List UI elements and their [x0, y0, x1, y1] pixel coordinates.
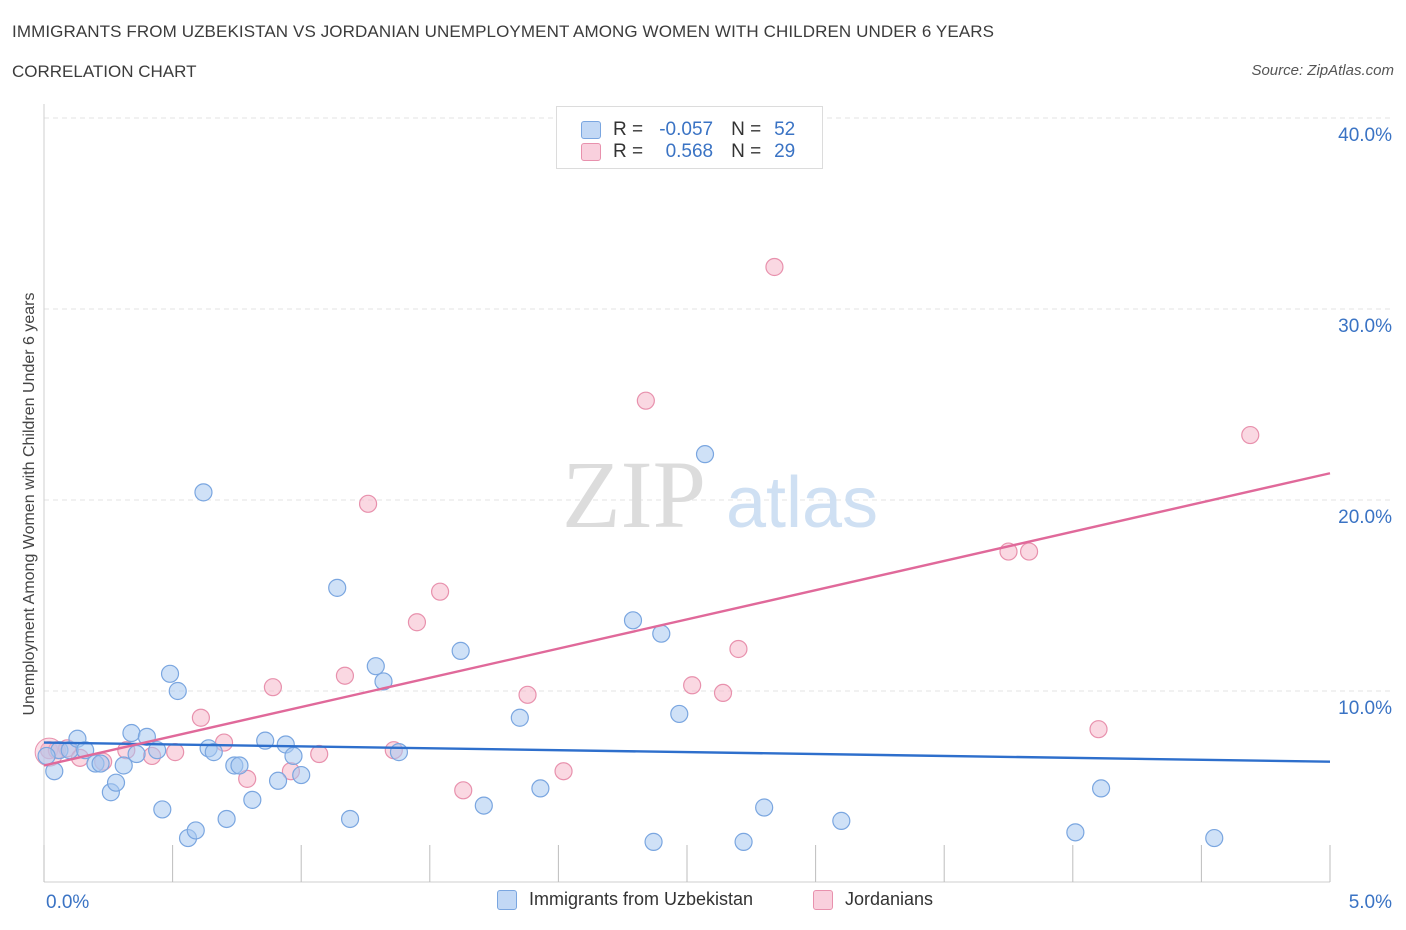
uzbekistan-points	[37, 445, 1224, 851]
watermark: ZIP atlas	[562, 441, 878, 548]
uzbekistan-point	[374, 672, 393, 691]
jordanians-point	[263, 678, 283, 697]
uzbekistan-point	[268, 771, 288, 790]
uzbekistan-point	[168, 681, 187, 701]
jordanians-trend-line	[43, 472, 1331, 767]
uzbekistan-point	[670, 704, 689, 724]
jordanians-point	[1241, 425, 1260, 445]
chart-subtitle: CORRELATION CHART	[12, 62, 197, 81]
trend-lines	[43, 472, 1331, 767]
jordanians-point	[358, 494, 378, 513]
x-tick-label: 0.0%	[46, 892, 89, 913]
stats-swatch-jordanians	[581, 143, 601, 161]
stats-r-label: R =	[613, 119, 644, 140]
stats-r-value: 0.568	[665, 141, 714, 162]
y-tick-label: 40.0%	[1338, 125, 1392, 146]
uzbekistan-point	[91, 754, 110, 773]
uzbekistan-point	[623, 611, 643, 630]
jordanians-point	[166, 743, 185, 762]
stats-swatch-uzbekistan	[581, 121, 601, 139]
jordanians-point	[310, 744, 329, 764]
jordanians-point	[683, 676, 702, 695]
uzbekistan-point	[1205, 828, 1224, 848]
uzbekistan-point	[292, 765, 311, 785]
watermark-zip: ZIP	[562, 441, 706, 548]
grid-lines	[44, 117, 1392, 692]
uzbekistan-point	[510, 708, 529, 727]
jordanians-point	[407, 613, 427, 632]
jordanians-point	[454, 781, 473, 800]
legend-swatch-jordanians	[813, 889, 833, 910]
y-tick-label: 10.0%	[1338, 698, 1392, 719]
uzbekistan-point	[755, 798, 774, 817]
y-tick-label: 30.0%	[1338, 316, 1392, 337]
stats-r-label: R =	[613, 141, 644, 162]
uzbekistan-trend-line	[43, 741, 1331, 763]
jordanians-point	[518, 685, 537, 704]
y-axis-label: Unemployment Among Women with Children U…	[21, 292, 38, 716]
uzbekistan-point	[186, 821, 205, 840]
jordanians-point	[636, 391, 655, 410]
chart-title: IMMIGRANTS FROM UZBEKISTAN VS JORDANIAN …	[12, 22, 995, 41]
jordanians-point	[729, 639, 748, 659]
uzbekistan-point	[148, 741, 167, 760]
stats-row-uzbekistan: R = -0.057 N = 52	[581, 118, 795, 142]
uzbekistan-point	[451, 641, 470, 660]
uzbekistan-point	[644, 832, 663, 851]
uzbekistan-point	[122, 723, 141, 743]
tick-labels: 10.0% 20.0% 30.0% 40.0% 0.0% 5.0%	[46, 125, 1392, 913]
stats-n-value: 52	[774, 119, 796, 140]
legend-label-uzbekistan: Immigrants from Uzbekistan	[529, 889, 754, 909]
jordanians-point	[191, 708, 210, 727]
uzbekistan-point	[366, 657, 385, 676]
uzbekistan-point	[474, 796, 493, 815]
jordanians-point	[238, 769, 257, 788]
uzbekistan-point	[832, 811, 851, 830]
uzbekistan-point	[217, 809, 236, 829]
uzbekistan-point	[284, 746, 303, 766]
stats-n-label: N =	[731, 141, 762, 162]
uzbekistan-point	[204, 743, 223, 762]
y-tick-label: 20.0%	[1338, 507, 1392, 528]
uzbekistan-point	[531, 779, 550, 798]
uzbekistan-point	[194, 483, 213, 502]
uzbekistan-point	[1066, 823, 1085, 842]
jordanians-point	[713, 683, 733, 703]
watermark-atlas: atlas	[726, 463, 878, 543]
legend-item-uzbekistan[interactable]: Immigrants from Uzbekistan	[497, 889, 753, 910]
jordanians-point	[1089, 720, 1108, 739]
stats-n-value: 29	[774, 141, 796, 162]
stats-row-jordanians: R = 0.568 N = 29	[581, 140, 795, 164]
uzbekistan-point	[1091, 779, 1111, 798]
jordanians-point	[765, 257, 784, 277]
uzbekistan-point	[340, 809, 360, 829]
correlation-stats-box: R = -0.057 N = 52 R = 0.568 N = 29	[556, 106, 823, 169]
uzbekistan-point	[695, 445, 715, 464]
legend-swatch-uzbekistan	[497, 889, 517, 910]
uzbekistan-point	[127, 744, 146, 764]
uzbekistan-point	[243, 790, 262, 809]
jordanians-point	[1019, 542, 1039, 561]
x-tick-label: 5.0%	[1349, 892, 1392, 913]
uzbekistan-point	[230, 756, 249, 775]
jordanians-point	[335, 666, 355, 685]
uzbekistan-point	[114, 756, 133, 775]
uzbekistan-point	[37, 746, 56, 766]
stats-r-value: -0.057	[659, 119, 714, 140]
uzbekistan-point	[328, 578, 347, 597]
stats-n-label: N =	[731, 119, 762, 140]
uzbekistan-point	[734, 832, 753, 851]
source-label: Source: ZipAtlas.com	[1251, 62, 1394, 79]
uzbekistan-point	[106, 773, 126, 792]
legend-item-jordanians[interactable]: Jordanians	[813, 889, 933, 910]
uzbekistan-point	[153, 800, 172, 819]
uzbekistan-point	[389, 743, 409, 762]
jordanians-point	[554, 762, 573, 781]
jordanians-point	[430, 582, 450, 601]
legend-label-jordanians: Jordanians	[845, 889, 934, 909]
uzbekistan-point	[160, 664, 180, 683]
